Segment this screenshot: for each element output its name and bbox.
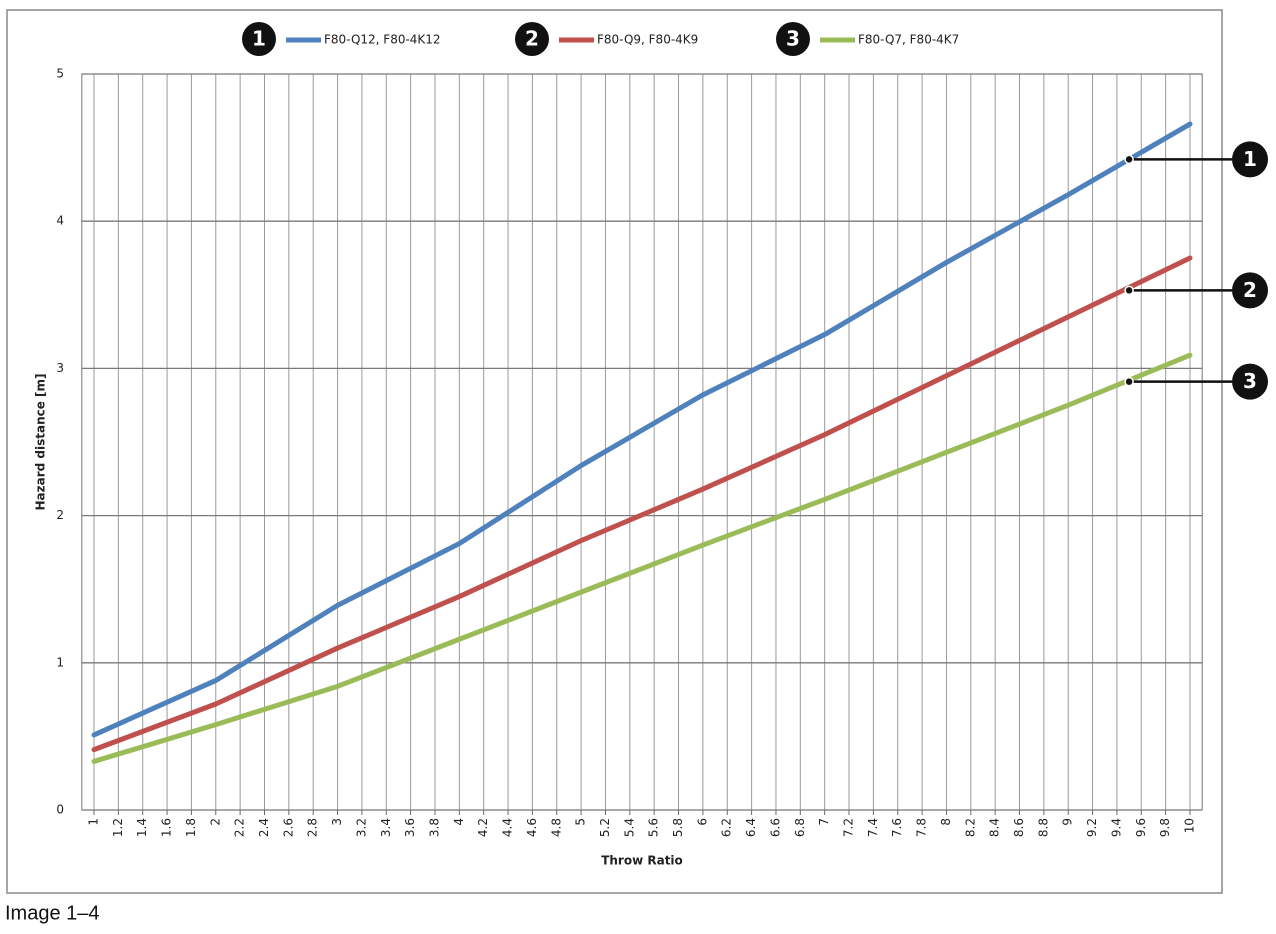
x-tick-label: 2.8 <box>306 818 320 837</box>
x-tick-label: 8.8 <box>1036 818 1050 837</box>
x-tick-label: 7.2 <box>842 818 856 837</box>
x-tick-label: 5.2 <box>598 818 612 837</box>
x-tick-label: 5.8 <box>671 818 685 837</box>
x-tick-label: 9.6 <box>1134 818 1148 837</box>
x-tick-label: 2.6 <box>281 818 295 837</box>
x-tick-label: 5 <box>574 818 588 826</box>
x-tick-label: 6.6 <box>768 818 782 837</box>
x-tick-label: 8.4 <box>988 818 1002 837</box>
y-tick-label: 2 <box>56 508 64 522</box>
y-tick-label: 3 <box>56 361 64 375</box>
callout-badge <box>1232 272 1268 309</box>
x-tick-label: 6.2 <box>720 818 734 837</box>
x-tick-label: 1.8 <box>184 818 198 837</box>
x-tick-label: 8.6 <box>1012 818 1026 837</box>
x-tick-label: 3 <box>330 818 344 826</box>
legend-badge <box>242 22 276 56</box>
legend-label: F80-Q7, F80-4K7 <box>858 33 959 47</box>
x-tick-label: 7 <box>817 818 831 826</box>
x-tick-label: 9.4 <box>1109 818 1123 837</box>
x-tick-label: 9 <box>1061 818 1075 826</box>
x-tick-label: 8.2 <box>963 818 977 837</box>
x-tick-label: 2 <box>208 818 222 826</box>
callout-label: 2 <box>1243 278 1257 302</box>
x-tick-label: 2.4 <box>257 818 271 837</box>
x-tick-label: 4.4 <box>501 818 515 837</box>
legend-badge-label: 1 <box>252 27 266 51</box>
caption: Image 1–4 <box>5 902 100 924</box>
series-line <box>91 352 1193 764</box>
series-line <box>91 255 1193 753</box>
series-line <box>91 121 1193 738</box>
y-tick-label: 0 <box>56 803 64 817</box>
y-tick-label: 1 <box>56 655 64 669</box>
x-tick-label: 6.8 <box>793 818 807 837</box>
x-tick-label: 7.4 <box>866 818 880 837</box>
x-tick-label: 5.4 <box>622 818 636 837</box>
y-tick-label: 4 <box>56 214 64 228</box>
callout-label: 3 <box>1243 369 1257 393</box>
x-axis-label: Throw Ratio <box>601 854 683 868</box>
legend-badge-label: 3 <box>786 27 800 51</box>
legend-badge <box>776 22 810 56</box>
x-tick-label: 2.2 <box>233 818 247 837</box>
x-tick-label: 3.6 <box>403 818 417 837</box>
legend-badge <box>515 22 549 56</box>
x-tick-label: 3.4 <box>379 818 393 837</box>
legend-badge-label: 2 <box>525 27 539 51</box>
y-axis-label: Hazard distance [m] <box>34 373 48 510</box>
x-tick-label: 3.2 <box>354 818 368 837</box>
x-tick-label: 1.2 <box>111 818 125 837</box>
legend-label: F80-Q12, F80-4K12 <box>324 33 441 47</box>
x-tick-label: 4 <box>452 818 466 826</box>
chart-frame <box>6 9 1223 894</box>
x-tick-label: 9.8 <box>1158 818 1172 837</box>
callout-label: 1 <box>1243 147 1257 171</box>
x-tick-label: 9.2 <box>1085 818 1099 837</box>
legend-label: F80-Q9, F80-4K9 <box>597 33 698 47</box>
x-tick-label: 4.2 <box>476 818 490 837</box>
callout-anchor <box>1124 376 1134 387</box>
callout-anchor <box>1124 154 1134 165</box>
x-tick-label: 1.4 <box>135 818 149 837</box>
x-tick-label: 7.6 <box>890 818 904 837</box>
x-tick-label: 8 <box>939 818 953 826</box>
plot-border <box>81 73 1203 811</box>
x-tick-label: 1 <box>86 818 100 826</box>
x-tick-label: 4.8 <box>549 818 563 837</box>
x-tick-label: 6 <box>695 818 709 826</box>
x-tick-label: 7.8 <box>915 818 929 837</box>
x-tick-label: 6.4 <box>744 818 758 837</box>
x-tick-label: 10 <box>1183 818 1197 833</box>
x-tick-label: 1.6 <box>160 818 174 837</box>
y-tick-label: 5 <box>56 67 64 81</box>
callout-badge <box>1232 363 1268 400</box>
x-tick-label: 5.6 <box>647 818 661 837</box>
callout-badge <box>1232 141 1268 178</box>
x-tick-label: 3.8 <box>427 818 441 837</box>
x-tick-label: 4.6 <box>525 818 539 837</box>
callout-anchor <box>1124 285 1134 296</box>
